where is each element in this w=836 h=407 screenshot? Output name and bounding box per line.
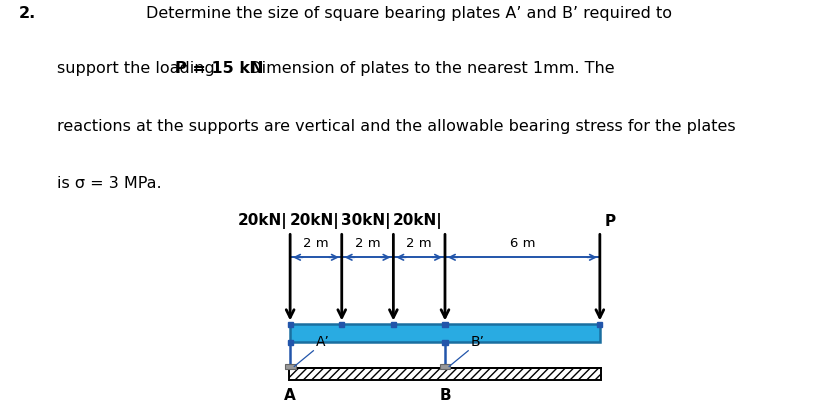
Text: B’: B’ (471, 335, 485, 350)
Text: B: B (439, 387, 451, 403)
Bar (288, 322, 293, 327)
Text: P = 15 kN: P = 15 kN (175, 61, 263, 76)
Text: A’: A’ (316, 335, 330, 350)
Text: P: P (605, 214, 616, 229)
Text: 20kN|: 20kN| (393, 213, 442, 229)
Text: 20kN|: 20kN| (237, 213, 288, 229)
Text: reactions at the supports are vertical and the allowable bearing stress for the : reactions at the supports are vertical a… (57, 118, 736, 133)
Text: 2 m: 2 m (303, 237, 329, 250)
Text: 6 m: 6 m (510, 237, 535, 250)
Text: 30kN|: 30kN| (341, 213, 390, 229)
Bar (597, 322, 603, 327)
Bar (440, 363, 451, 369)
Text: is σ = 3 MPa.: is σ = 3 MPa. (57, 176, 161, 191)
Text: 2 m: 2 m (354, 237, 380, 250)
Text: 2 m: 2 m (406, 237, 432, 250)
Bar (390, 322, 396, 327)
Bar (339, 322, 344, 327)
Text: Determine the size of square bearing plates A’ and B’ required to: Determine the size of square bearing pla… (146, 6, 672, 21)
Bar (288, 340, 293, 345)
Text: 20kN|: 20kN| (289, 213, 339, 229)
Text: support the loading: support the loading (57, 61, 220, 76)
Bar (442, 340, 447, 345)
Bar (442, 322, 447, 327)
Bar (289, 368, 601, 380)
Text: 2.: 2. (18, 6, 36, 21)
Text: A: A (284, 387, 296, 403)
Bar (290, 324, 600, 342)
Bar (285, 363, 296, 369)
Text: . Dimension of plates to the nearest 1mm. The: . Dimension of plates to the nearest 1mm… (239, 61, 615, 76)
